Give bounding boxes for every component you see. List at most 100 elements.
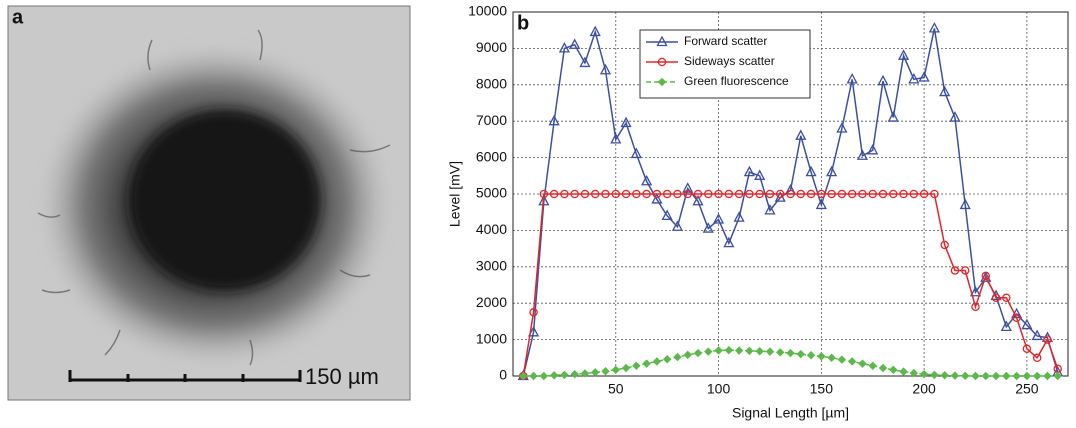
data-point: [930, 189, 939, 199]
data-point: [909, 189, 919, 199]
data-point: [991, 371, 1001, 381]
y-axis-label: Level [mV]: [447, 161, 463, 227]
data-point: [642, 189, 651, 199]
data-point: [702, 222, 714, 233]
data-point: [704, 347, 713, 356]
panel-label: b: [517, 12, 529, 34]
data-point: [826, 165, 838, 177]
data-point: [889, 365, 898, 375]
data-point: [939, 85, 951, 97]
data-point: [1022, 344, 1032, 353]
data-point: [899, 367, 908, 376]
data-point: [755, 347, 764, 356]
data-point: [652, 357, 662, 366]
data-point: [815, 198, 827, 210]
data-point: [673, 352, 682, 362]
data-point: [548, 114, 560, 126]
data-point: [805, 165, 817, 177]
data-point: [764, 203, 776, 215]
data-point: [950, 266, 960, 275]
data-point: [712, 213, 725, 224]
data-point: [918, 71, 930, 82]
data-point: [724, 345, 734, 355]
y-tick-label: 7000: [476, 112, 507, 128]
data-point: [539, 189, 549, 199]
micrograph: a 150 µm: [7, 5, 411, 401]
data-point: [827, 353, 836, 363]
data-point: [610, 133, 622, 144]
chart: 0 1000 2000 3000 4000 5000 6000 7000 8000 9000 100…: [447, 3, 1069, 421]
data-point: [601, 189, 610, 199]
y-tick-label: 2000: [476, 294, 507, 310]
data-point: [657, 77, 667, 87]
data-point: [1032, 353, 1042, 363]
data-point: [570, 369, 579, 379]
data-point: [549, 189, 559, 199]
y-tick-label: 0: [499, 367, 507, 383]
data-point: [1012, 371, 1021, 381]
data-point: [1032, 371, 1042, 381]
data-point: [621, 363, 631, 373]
data-point: [837, 355, 847, 364]
plot-frame: [512, 11, 1069, 377]
data-point: [847, 357, 857, 366]
data-point: [846, 72, 858, 84]
data-point: [527, 325, 540, 337]
data-point: [549, 371, 559, 380]
data-point: [529, 371, 538, 381]
data-point: [786, 348, 795, 358]
data-point: [579, 56, 591, 68]
data-point: [1000, 320, 1012, 332]
data-point: [878, 363, 888, 373]
data-point: [529, 308, 538, 317]
data-point: [919, 189, 929, 199]
data-point: [868, 189, 877, 199]
x-tick-label: 250: [1015, 381, 1039, 397]
data-point: [981, 371, 990, 381]
y-tick-label: 4000: [476, 221, 507, 237]
y-tick-label: 10000: [468, 3, 507, 19]
data-point: [897, 49, 910, 60]
data-point: [632, 189, 641, 199]
data-point: [1002, 293, 1011, 302]
data-point: [877, 74, 889, 86]
data-point: [601, 367, 610, 376]
data-point: [580, 369, 590, 378]
data-point: [836, 122, 848, 133]
data-point: [734, 346, 744, 355]
data-point: [656, 35, 668, 47]
data-point: [765, 347, 775, 356]
data-point: [776, 348, 785, 357]
y-tick-label: 1000: [476, 330, 507, 346]
data-point: [704, 189, 713, 199]
data-point: [1012, 313, 1021, 323]
data-point: [733, 211, 745, 222]
data-point: [949, 111, 961, 122]
data-point: [589, 25, 601, 37]
y-tick-label: 8000: [476, 76, 507, 92]
data-point: [692, 194, 704, 206]
data-point: [981, 271, 991, 281]
data-point: [919, 369, 929, 379]
data-point: [683, 189, 692, 199]
data-point: [611, 189, 621, 199]
data-point: [632, 361, 641, 371]
data-point: [908, 72, 920, 84]
data-point: [928, 21, 940, 33]
data-point: [1031, 329, 1043, 341]
data-point: [662, 189, 672, 199]
data-point: [878, 189, 888, 199]
data-point: [837, 189, 847, 199]
data-point: [796, 349, 805, 359]
data-point: [652, 189, 662, 199]
y-tick-label: 6000: [476, 148, 507, 164]
data-point: [754, 169, 766, 180]
data-point: [1022, 371, 1032, 381]
legend-label: Forward scatter: [684, 34, 767, 48]
data-point: [930, 370, 939, 380]
data-point: [765, 189, 775, 199]
x-tick-label: 200: [912, 381, 936, 397]
data-point: [961, 371, 970, 381]
data-point: [868, 361, 877, 371]
